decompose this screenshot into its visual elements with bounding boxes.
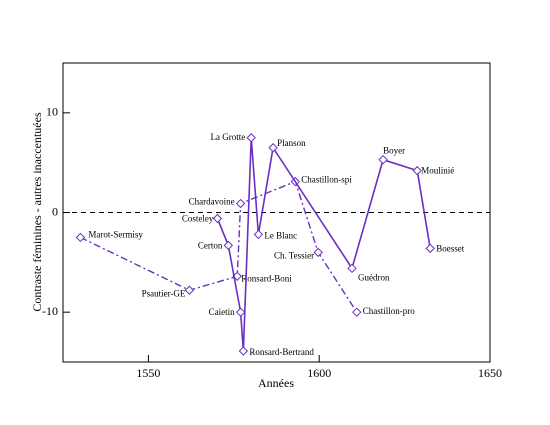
- point-label: Caietin: [209, 307, 235, 317]
- point-marker: [184, 285, 195, 295]
- point-label: Costeley: [182, 214, 214, 224]
- x-axis-title: Années: [258, 376, 294, 390]
- point-label: Ronsard-Boni: [241, 273, 292, 283]
- point-label: Ch. Tessier: [274, 250, 314, 260]
- y-tick-label: 0: [52, 204, 58, 218]
- point-marker: [235, 307, 246, 317]
- point-label: Planson: [277, 138, 306, 148]
- point-marker: [223, 240, 234, 251]
- point-label: Boyer: [383, 146, 405, 156]
- x-tick-label: 1650: [478, 366, 502, 380]
- point-marker: [352, 307, 362, 317]
- point-marker: [425, 243, 435, 254]
- y-tick-label: 10: [46, 105, 58, 119]
- point-marker: [313, 247, 323, 258]
- point-label: Boesset: [436, 243, 464, 253]
- point-marker: [75, 232, 86, 243]
- point-marker: [412, 165, 422, 176]
- point-label: Psautier-GE: [142, 288, 186, 298]
- point-label: Chastillon-spi: [301, 175, 352, 185]
- point-label: La Grotte: [210, 132, 245, 142]
- point-marker: [268, 143, 278, 153]
- point-label: Ronsard-Bertrand: [249, 347, 314, 357]
- series-line: [216, 137, 432, 352]
- point-marker: [347, 263, 357, 274]
- y-tick-label: -10: [42, 304, 58, 318]
- point-marker: [378, 154, 388, 165]
- point-label: Le Blanc: [264, 230, 297, 240]
- point-label: Moulinié: [421, 166, 454, 176]
- point-label: Chardavoine: [189, 197, 235, 207]
- x-tick-label: 1600: [307, 366, 331, 380]
- point-label: Certon: [198, 240, 223, 250]
- point-label: Guédron: [358, 272, 390, 282]
- point-marker: [235, 198, 246, 209]
- point-marker: [212, 213, 223, 224]
- point-label: Chastillon-pro: [363, 306, 415, 316]
- point-marker: [246, 133, 256, 143]
- point-marker: [253, 229, 264, 240]
- y-axis-title: Contraste féminines - autres inaccentuée…: [30, 112, 44, 312]
- point-marker: [238, 346, 249, 356]
- x-tick-label: 1550: [136, 366, 160, 380]
- point-label: Marot-Sermisy: [88, 229, 143, 239]
